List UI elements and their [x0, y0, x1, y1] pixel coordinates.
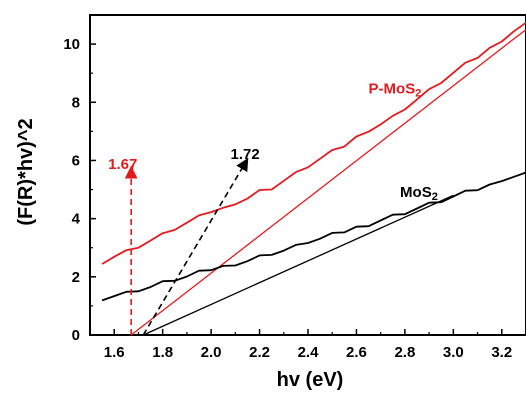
annotation-label: 1.67 — [108, 156, 137, 173]
annotation-subscript: 2 — [432, 191, 438, 203]
y-tick-label: 6 — [72, 152, 80, 169]
y-tick-label: 4 — [72, 211, 81, 228]
series-line — [101, 21, 526, 265]
annotation-text: P-MoS — [369, 81, 416, 98]
dashed-arrow — [142, 157, 249, 336]
y-axis-title: (F(R)*hv)^2 — [15, 118, 37, 225]
fit-line — [130, 29, 526, 336]
series-layer — [101, 21, 526, 336]
x-tick-label: 2.2 — [249, 344, 270, 361]
y-tick-label: 0 — [72, 327, 80, 344]
annotation-text: 1.67 — [108, 156, 137, 173]
plot-area: 1.6 1.8 2.0 2.2 2.4 2.6 2.8 3.0 3.2 0 2 4 6 8 10 — [63, 14, 526, 361]
x-tick-label: 2.8 — [394, 344, 415, 361]
x-tick-label: 2.4 — [298, 344, 320, 361]
x-tick-label: 3.2 — [491, 344, 512, 361]
plot-frame — [89, 14, 526, 336]
x-tick-label: 3.0 — [443, 344, 464, 361]
annotation-label: P-MoS2 — [369, 81, 422, 100]
y-tick-label: 8 — [72, 94, 80, 111]
annotation-text: MoS — [400, 184, 432, 201]
annotation-subscript: 2 — [415, 88, 421, 100]
x-axis-title: hv (eV) — [277, 369, 344, 391]
y-tick-label: 10 — [63, 36, 80, 53]
series-line — [101, 171, 526, 302]
annotation-label: 1.72 — [230, 146, 259, 163]
annotation-text: 1.72 — [230, 146, 259, 163]
annotation-label: MoS2 — [400, 184, 438, 203]
x-tick-label: 2.6 — [346, 344, 367, 361]
y-tick-label: 2 — [72, 269, 80, 286]
x-tick-label: 2.0 — [201, 344, 222, 361]
fit-line — [143, 194, 454, 336]
x-tick-label: 1.6 — [104, 344, 125, 361]
x-tick-label: 1.8 — [152, 344, 173, 361]
